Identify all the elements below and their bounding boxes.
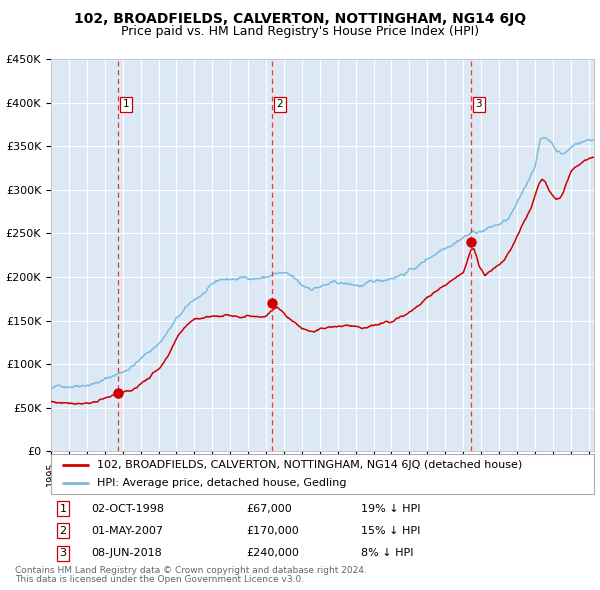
- Text: This data is licensed under the Open Government Licence v3.0.: This data is licensed under the Open Gov…: [15, 575, 304, 584]
- Text: Contains HM Land Registry data © Crown copyright and database right 2024.: Contains HM Land Registry data © Crown c…: [15, 566, 367, 575]
- Text: 2: 2: [277, 99, 283, 109]
- Text: 3: 3: [476, 99, 482, 109]
- Text: 102, BROADFIELDS, CALVERTON, NOTTINGHAM, NG14 6JQ (detached house): 102, BROADFIELDS, CALVERTON, NOTTINGHAM,…: [97, 460, 523, 470]
- Text: 01-MAY-2007: 01-MAY-2007: [92, 526, 164, 536]
- Text: 8% ↓ HPI: 8% ↓ HPI: [361, 548, 413, 558]
- Text: 2: 2: [59, 526, 67, 536]
- Text: 02-OCT-1998: 02-OCT-1998: [92, 504, 165, 514]
- Text: Price paid vs. HM Land Registry's House Price Index (HPI): Price paid vs. HM Land Registry's House …: [121, 25, 479, 38]
- Text: £67,000: £67,000: [247, 504, 292, 514]
- FancyBboxPatch shape: [51, 454, 594, 494]
- Text: HPI: Average price, detached house, Gedling: HPI: Average price, detached house, Gedl…: [97, 478, 347, 488]
- Text: 1: 1: [122, 99, 129, 109]
- Text: £240,000: £240,000: [247, 548, 299, 558]
- Text: £170,000: £170,000: [247, 526, 299, 536]
- Text: 15% ↓ HPI: 15% ↓ HPI: [361, 526, 420, 536]
- Text: 1: 1: [59, 504, 67, 514]
- Text: 08-JUN-2018: 08-JUN-2018: [92, 548, 163, 558]
- Text: 102, BROADFIELDS, CALVERTON, NOTTINGHAM, NG14 6JQ: 102, BROADFIELDS, CALVERTON, NOTTINGHAM,…: [74, 12, 526, 26]
- Text: 19% ↓ HPI: 19% ↓ HPI: [361, 504, 420, 514]
- Text: 3: 3: [59, 548, 67, 558]
